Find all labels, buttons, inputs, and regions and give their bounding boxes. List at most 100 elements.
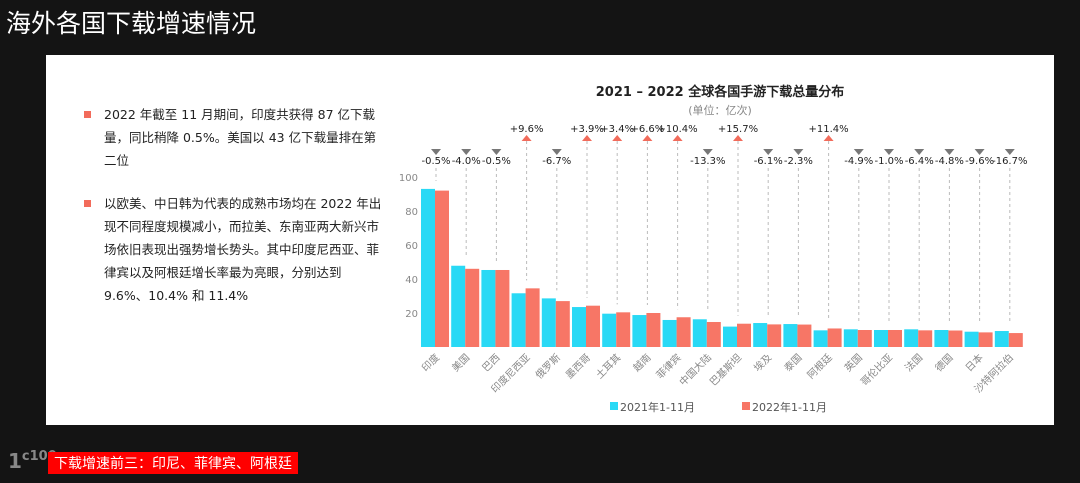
legend-swatch bbox=[610, 402, 618, 410]
x-tick-label: 日本 bbox=[962, 351, 985, 374]
growth-label: -2.3% bbox=[784, 156, 813, 167]
bar-2022 bbox=[797, 324, 812, 347]
bar-2021 bbox=[723, 326, 737, 347]
growth-label: +10.4% bbox=[658, 124, 698, 135]
legend-label: 2022年1-11月 bbox=[752, 400, 827, 414]
x-tick-label: 中国大陆 bbox=[676, 351, 713, 388]
down-arrow-icon bbox=[974, 149, 985, 155]
bar-2022 bbox=[646, 313, 661, 347]
bar-2021 bbox=[934, 330, 949, 347]
bar-2022 bbox=[616, 312, 631, 347]
bar-2021 bbox=[662, 319, 677, 347]
down-arrow-icon bbox=[702, 149, 713, 155]
growth-label: -9.6% bbox=[965, 156, 994, 167]
growth-label: -0.5% bbox=[482, 156, 511, 167]
bar-2022 bbox=[435, 190, 449, 347]
x-tick-label: 印度 bbox=[419, 351, 442, 374]
y-tick-label: 60 bbox=[405, 241, 418, 252]
up-arrow-icon bbox=[612, 135, 623, 141]
bullet-marker bbox=[84, 111, 91, 118]
growth-label: +3.4% bbox=[600, 124, 634, 135]
x-tick-label: 土耳其 bbox=[593, 351, 623, 381]
growth-label: -4.0% bbox=[452, 156, 481, 167]
x-tick-label: 俄罗斯 bbox=[533, 351, 563, 381]
page-title: 海外各国下载增速情况 bbox=[6, 9, 257, 38]
x-tick-label: 美国 bbox=[449, 351, 472, 374]
bullet-list: 2022 年截至 11 月期间，印度共获得 87 亿下载量，同比稍降 0.5%。… bbox=[84, 103, 384, 327]
bar-2022 bbox=[1008, 333, 1023, 347]
down-arrow-icon bbox=[853, 149, 864, 155]
slide-panel bbox=[46, 55, 1054, 425]
bar-2021 bbox=[511, 293, 526, 347]
x-tick-label: 阿根廷 bbox=[804, 351, 834, 381]
bar-2021 bbox=[843, 329, 858, 347]
bar-2021 bbox=[602, 313, 617, 347]
growth-label: -16.7% bbox=[992, 156, 1027, 167]
bar-2022 bbox=[586, 305, 600, 347]
bar-2021 bbox=[783, 324, 798, 347]
growth-label: -6.4% bbox=[905, 156, 934, 167]
down-arrow-icon bbox=[944, 149, 955, 155]
y-tick-label: 40 bbox=[405, 275, 418, 286]
growth-label: -6.1% bbox=[754, 156, 783, 167]
down-arrow-icon bbox=[551, 149, 562, 155]
bar-2021 bbox=[541, 298, 556, 347]
bar-2022 bbox=[918, 330, 933, 347]
bar-2021 bbox=[813, 330, 828, 347]
bullet-marker bbox=[84, 200, 91, 207]
growth-label: -4.9% bbox=[844, 156, 873, 167]
bar-2022 bbox=[948, 330, 963, 347]
x-tick-label: 巴西 bbox=[480, 352, 503, 375]
bar-2022 bbox=[706, 322, 721, 347]
growth-label: -13.3% bbox=[690, 156, 725, 167]
y-tick-label: 20 bbox=[405, 309, 418, 320]
growth-label: -0.5% bbox=[421, 156, 450, 167]
growth-label: +15.7% bbox=[718, 124, 758, 135]
bar-2021 bbox=[994, 331, 1009, 347]
bar-2021 bbox=[874, 330, 888, 347]
bullet-item: 以欧美、中日韩为代表的成熟市场均在 2022 年出现不同程度规模减小，而拉美、东… bbox=[84, 192, 384, 307]
bar-2021 bbox=[753, 323, 768, 347]
bar-2021 bbox=[572, 307, 586, 347]
bullet-item: 2022 年截至 11 月期间，印度共获得 87 亿下载量，同比稍降 0.5%。… bbox=[84, 103, 384, 172]
down-arrow-icon bbox=[763, 149, 774, 155]
x-tick-label: 法国 bbox=[902, 351, 925, 374]
bar-2021 bbox=[692, 319, 707, 347]
bar-2022 bbox=[676, 317, 691, 347]
down-arrow-icon bbox=[793, 149, 804, 155]
caption-banner: 下载增速前三：印尼、菲律宾、阿根廷 bbox=[48, 452, 298, 474]
x-tick-label: 巴基斯坦 bbox=[707, 351, 744, 388]
bar-2022 bbox=[495, 269, 510, 347]
x-tick-label: 哥伦比亚 bbox=[858, 351, 895, 388]
x-tick-label: 泰国 bbox=[781, 351, 804, 374]
growth-label: +11.4% bbox=[809, 124, 849, 135]
x-tick-label: 英国 bbox=[842, 351, 865, 374]
bar-2022 bbox=[888, 330, 902, 347]
down-arrow-icon bbox=[461, 149, 472, 155]
bar-2022 bbox=[737, 323, 751, 347]
bar-2022 bbox=[827, 328, 842, 347]
y-tick-label: 100 bbox=[399, 173, 418, 184]
up-arrow-icon bbox=[642, 135, 653, 141]
growth-label: -1.0% bbox=[874, 156, 903, 167]
growth-label: -6.7% bbox=[542, 156, 571, 167]
bar-2022 bbox=[857, 330, 872, 347]
bar-2021 bbox=[904, 329, 919, 347]
y-tick-label: 80 bbox=[405, 207, 418, 218]
chart-title: 2021 – 2022 全球各国手游下载总量分布 bbox=[595, 85, 845, 100]
up-arrow-icon bbox=[582, 135, 592, 141]
up-arrow-icon bbox=[521, 135, 532, 141]
bar-2021 bbox=[632, 315, 647, 347]
bar-2021 bbox=[481, 269, 496, 347]
x-tick-label: 菲律宾 bbox=[653, 351, 683, 381]
bar-2022 bbox=[465, 268, 480, 347]
growth-label: +3.9% bbox=[570, 124, 604, 135]
down-arrow-icon bbox=[1004, 149, 1015, 155]
up-arrow-icon bbox=[672, 135, 683, 141]
bar-2021 bbox=[451, 265, 466, 347]
down-arrow-icon bbox=[491, 149, 502, 155]
down-arrow-icon bbox=[914, 149, 925, 155]
bar-2022 bbox=[978, 332, 993, 347]
bullet-text: 以欧美、中日韩为代表的成熟市场均在 2022 年出现不同程度规模减小，而拉美、东… bbox=[104, 196, 382, 303]
